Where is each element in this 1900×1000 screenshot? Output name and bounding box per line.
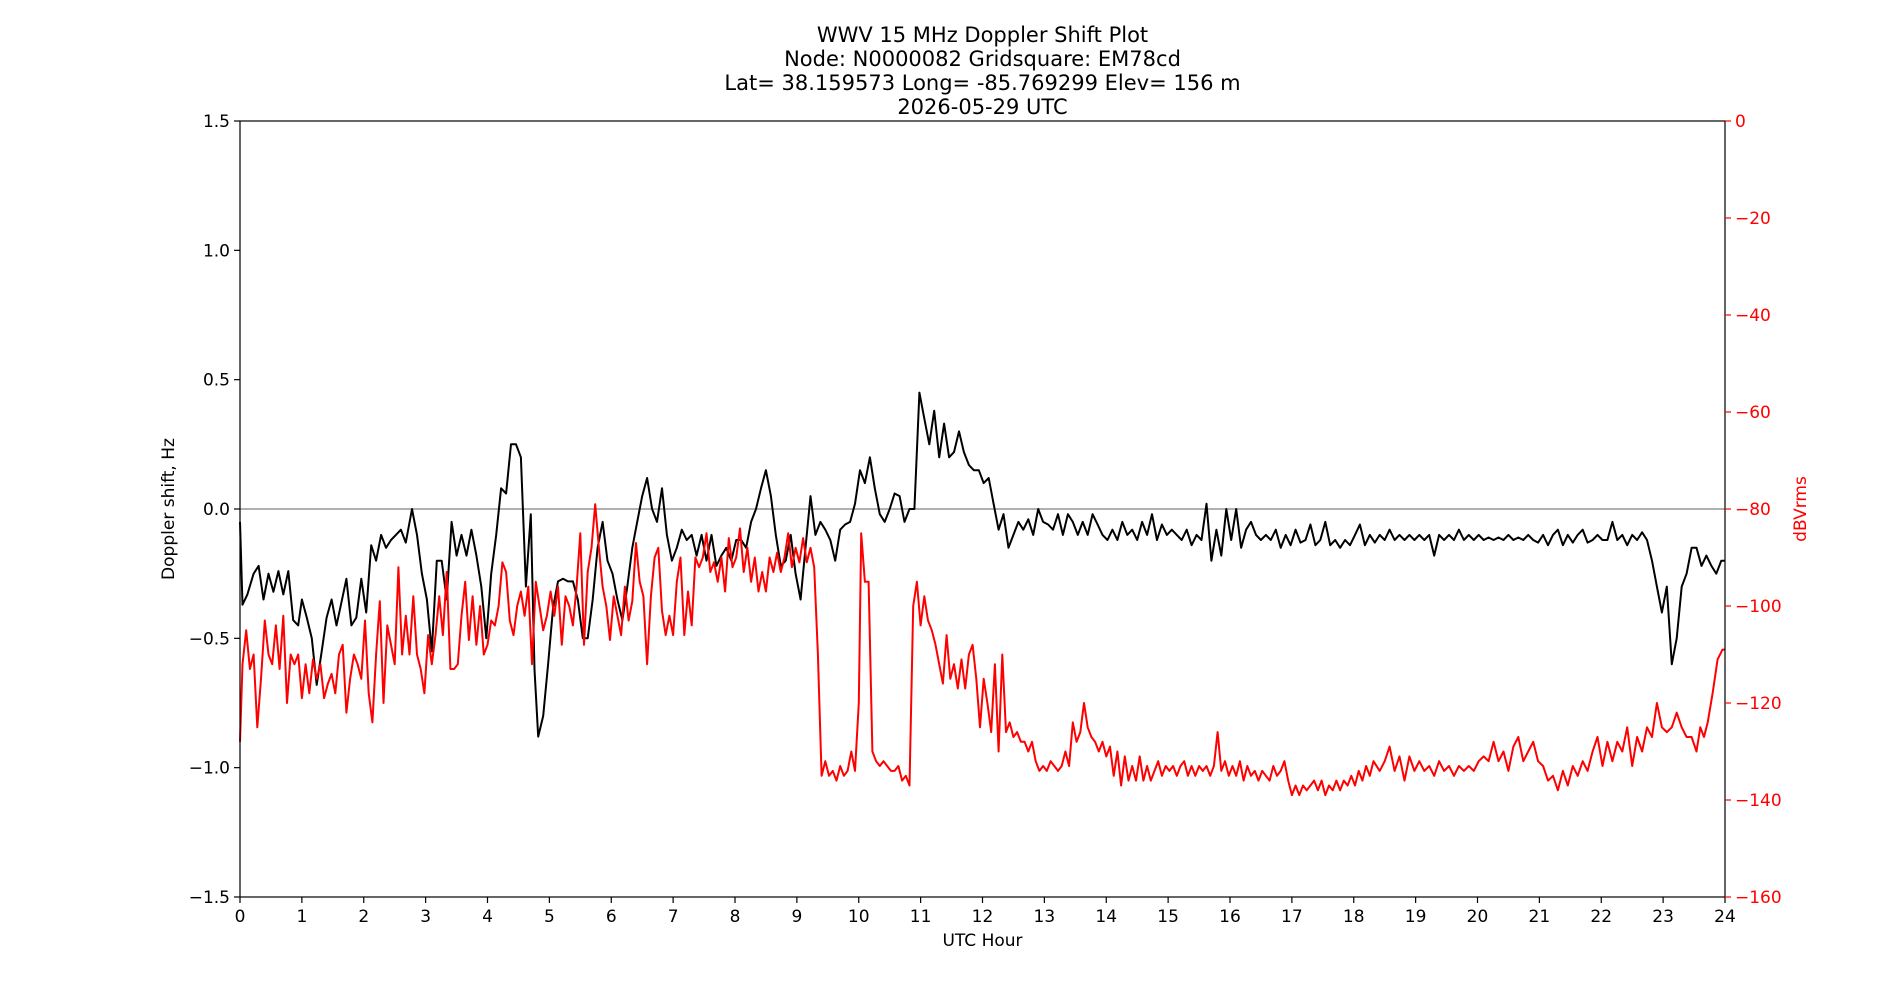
series-line-left	[239, 391, 1725, 738]
x-axis-label: UTC Hour	[942, 931, 1022, 951]
y2-tick-label: −20	[1735, 209, 1771, 229]
y-tick-label: −1.5	[189, 888, 230, 908]
x-tick-label: 17	[1281, 907, 1303, 927]
y-tick-label: 1.0	[203, 241, 230, 261]
title-line-1: Node: N0000082 Gridsquare: EM78cd	[784, 47, 1181, 71]
x-tick-label: 5	[544, 907, 555, 927]
x-tick-label: 9	[791, 907, 802, 927]
y2-tick-label: 0	[1735, 112, 1746, 132]
x-tick-label: 21	[1529, 907, 1551, 927]
x-tick-label: 22	[1590, 907, 1612, 927]
x-tick-label: 24	[1714, 907, 1736, 927]
x-tick-label: 7	[668, 907, 679, 927]
y2-tick-label: −40	[1735, 306, 1771, 326]
y-tick-label: 0.0	[203, 500, 230, 520]
x-tick-label: 23	[1652, 907, 1674, 927]
y-tick-label: 1.5	[203, 112, 230, 132]
title-line-2: Lat= 38.159573 Long= -85.769299 Elev= 15…	[724, 71, 1240, 95]
y2-axis-label: dBVrms	[1791, 476, 1811, 542]
y2-tick-label: −80	[1735, 500, 1771, 520]
x-tick-label: 8	[730, 907, 741, 927]
y2-tick-label: −140	[1735, 791, 1782, 811]
y2-tick-label: −120	[1735, 694, 1782, 714]
series-lines	[239, 391, 1725, 797]
x-tick-label: 10	[848, 907, 870, 927]
title-line-3: 2026-05-29 UTC	[897, 95, 1067, 119]
y-axis-label: Doppler shift, Hz	[159, 438, 179, 580]
y2-tick-label: −160	[1735, 888, 1782, 908]
x-tick-label: 16	[1219, 907, 1241, 927]
x-tick-label: 4	[482, 907, 493, 927]
x-tick-label: 0	[235, 907, 246, 927]
y2-tick-label: −100	[1735, 597, 1782, 617]
x-tick-label: 6	[606, 907, 617, 927]
x-tick-label: 20	[1467, 907, 1489, 927]
x-tick-label: 3	[420, 907, 431, 927]
x-tick-label: 1	[296, 907, 307, 927]
y-axis-ticks: −1.5 −1.0 −0.5 0.0 0.5 1.0 1.5	[189, 112, 240, 908]
x-tick-label: 15	[1157, 907, 1179, 927]
x-tick-label: 14	[1095, 907, 1117, 927]
y2-tick-label: −60	[1735, 403, 1771, 423]
x-tick-label: 11	[910, 907, 932, 927]
x-tick-label: 2	[358, 907, 369, 927]
x-axis-ticks: 0 1 2 3 4 5 6 7 8 9 10 11 12 13 14 15 16 17 18 19 20 21 22 23 24	[235, 897, 1736, 927]
y2-axis-ticks: −160 −140 −120 −100 −80 −60 −40 −20 0	[1725, 112, 1782, 908]
x-tick-label: 13	[1034, 907, 1056, 927]
y-tick-label: −0.5	[189, 629, 230, 649]
y-tick-label: −1.0	[189, 759, 230, 779]
x-tick-label: 19	[1405, 907, 1427, 927]
series-line-right	[239, 503, 1725, 797]
x-tick-label: 12	[972, 907, 994, 927]
title-line-0: WWV 15 MHz Doppler Shift Plot	[817, 23, 1148, 47]
x-tick-label: 18	[1343, 907, 1365, 927]
y-tick-label: 0.5	[203, 371, 230, 391]
